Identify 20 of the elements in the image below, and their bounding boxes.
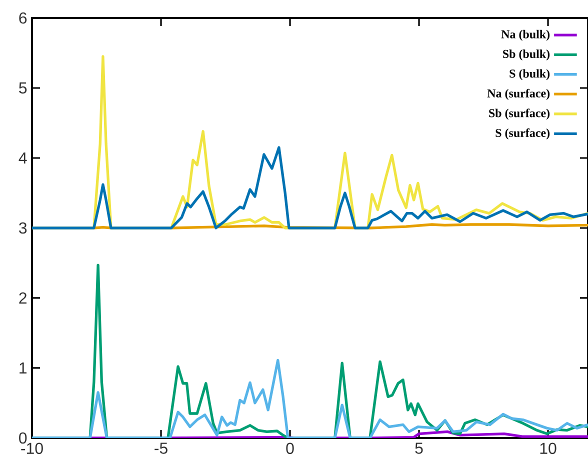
legend-label: Na (surface) [487,88,550,100]
x-tick-label: 0 [286,442,294,454]
legend-label: S (bulk) [510,69,550,80]
line-series [32,146,588,230]
x-tick-label: -10 [21,442,43,454]
y-tick-label: 5 [19,82,27,94]
x-tick-label: 5 [415,442,423,454]
y-tick-label: 2 [19,292,26,304]
legend-label: S (surface) [496,128,550,140]
legend-label: Sb (bulk) [503,50,550,60]
x-tick-label: -5 [154,442,168,454]
y-tick-label: 1 [20,362,27,374]
legend-label: Na (bulk) [501,30,550,41]
legend-label: Sb (surface) [489,108,550,120]
x-tick-label: 10 [540,442,556,454]
line-series [32,358,588,438]
y-tick-label: 0 [19,432,27,444]
y-tick-label: 4 [18,152,27,164]
y-tick-label: 3 [19,222,27,234]
y-tick-label: 6 [19,12,27,24]
